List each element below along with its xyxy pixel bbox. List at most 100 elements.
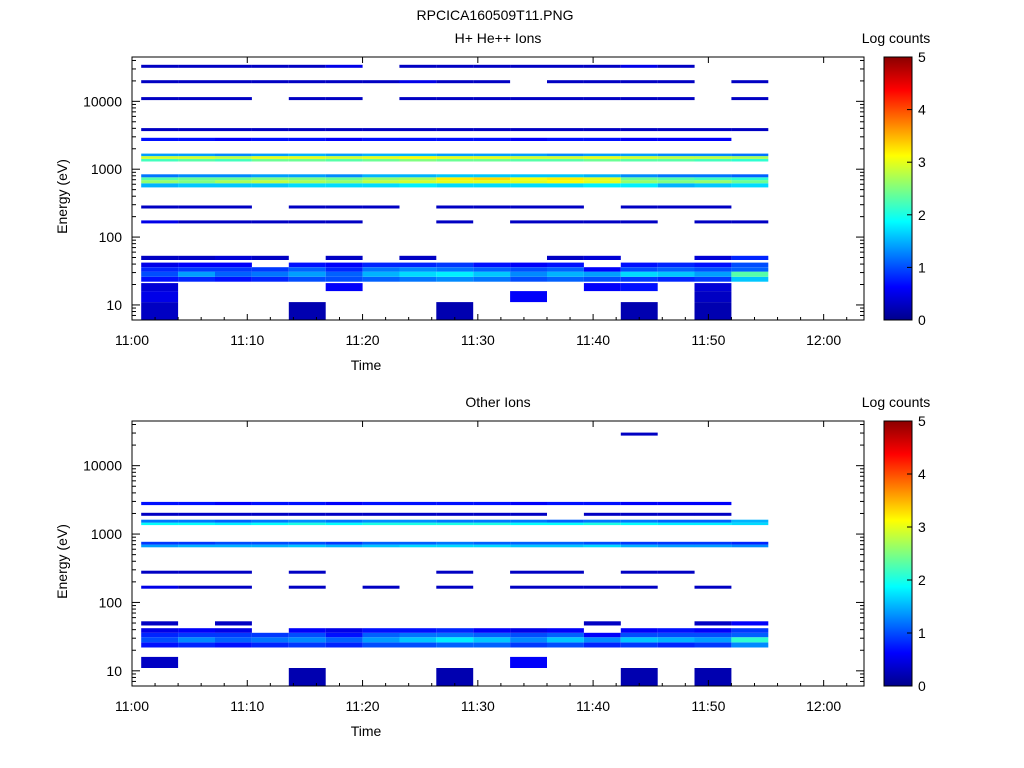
heatmap-cell xyxy=(436,97,474,101)
heatmap-cell xyxy=(215,628,252,633)
heatmap-cell xyxy=(583,283,621,292)
heatmap-cell xyxy=(547,501,584,506)
heatmap-cell xyxy=(620,153,658,157)
heatmap-cell xyxy=(251,267,289,272)
plot-frame xyxy=(131,56,865,321)
heatmap-cell xyxy=(178,183,215,188)
heatmap-cell xyxy=(620,501,658,506)
heatmap-cell xyxy=(547,519,584,523)
heatmap-cell xyxy=(436,642,474,648)
heatmap-cell xyxy=(731,628,769,633)
heatmap-cell xyxy=(399,262,437,268)
heatmap-cell xyxy=(141,183,179,188)
heatmap-cell xyxy=(657,501,695,506)
heatmap-cell xyxy=(141,271,179,277)
heatmap-cell xyxy=(399,64,437,68)
heatmap-cell xyxy=(510,501,547,506)
heatmap-cell xyxy=(141,642,179,648)
heatmap-cell xyxy=(657,205,695,209)
heatmap-cell xyxy=(215,570,252,574)
heatmap-cell xyxy=(473,276,511,282)
heatmap-cell xyxy=(178,637,215,643)
heatmap-cell xyxy=(473,637,511,643)
heatmap-cell xyxy=(251,271,289,277)
heatmap-cell xyxy=(547,153,584,157)
heatmap-cell xyxy=(620,585,658,589)
heatmap-cell xyxy=(620,262,658,268)
heatmap-cell xyxy=(362,276,400,282)
heatmap-cell xyxy=(178,158,215,162)
heatmap-cell xyxy=(288,541,326,545)
figure-title: RPCICA160509T11.PNG xyxy=(417,7,574,23)
heatmap-cell xyxy=(583,220,621,224)
heatmap-cell xyxy=(362,271,400,277)
heatmap-cell xyxy=(215,97,252,101)
heatmap-cell xyxy=(215,220,252,224)
heatmap-cell xyxy=(731,183,769,188)
heatmap-cell xyxy=(251,174,289,178)
heatmap-cell xyxy=(583,267,621,272)
heatmap-cell xyxy=(657,642,695,648)
heatmap-cell xyxy=(399,183,437,188)
heatmap-cell xyxy=(731,267,769,272)
y-axis-label: Energy (eV) xyxy=(54,159,70,234)
heatmap-cell xyxy=(510,267,547,272)
colorbar-label: Log counts xyxy=(862,30,931,46)
heatmap-cell xyxy=(694,544,732,548)
heatmap-cell xyxy=(510,158,547,162)
heatmap-cell xyxy=(399,128,437,132)
heatmap-cell xyxy=(141,585,179,589)
heatmap-cell xyxy=(141,220,179,224)
heatmap-cell xyxy=(694,621,732,626)
heatmap-cell xyxy=(362,632,400,638)
heatmap-cell xyxy=(620,180,658,184)
heatmap-cell xyxy=(436,64,474,68)
heatmap-cell xyxy=(288,137,326,141)
heatmap-cell xyxy=(547,262,584,268)
heatmap-cell xyxy=(620,283,658,292)
heatmap-cell xyxy=(510,544,547,548)
heatmap-cell xyxy=(547,174,584,178)
heatmap-cell xyxy=(547,128,584,132)
heatmap-cell xyxy=(141,255,179,260)
heatmap-cell xyxy=(583,522,621,526)
heatmap-cell xyxy=(473,628,511,633)
plot-frame xyxy=(131,420,865,687)
heatmap-cell xyxy=(583,255,621,260)
heatmap-cell xyxy=(141,97,179,101)
heatmap-cell xyxy=(399,501,437,506)
heatmap-cell xyxy=(436,544,474,548)
heatmap-cell xyxy=(215,137,252,141)
heatmap-cell xyxy=(583,276,621,282)
heatmap-cell xyxy=(399,519,437,523)
heatmap-cell xyxy=(362,512,400,516)
heatmap-cell xyxy=(251,220,289,224)
heatmap-cell xyxy=(251,153,289,157)
heatmap-cell xyxy=(288,97,326,101)
heatmap-cell xyxy=(362,501,400,506)
colorbar-gradient xyxy=(883,56,913,321)
heatmap-cell xyxy=(325,271,363,277)
y-tick-label: 100 xyxy=(99,594,123,610)
heatmap-cell xyxy=(362,180,400,184)
heatmap-cell xyxy=(620,544,658,548)
heatmap-cell xyxy=(510,632,547,638)
heatmap-cell xyxy=(325,97,363,101)
heatmap-cell xyxy=(620,519,658,523)
colorbar-tick-label: 5 xyxy=(918,413,926,429)
heatmap-cell xyxy=(251,255,289,260)
heatmap-cell xyxy=(288,205,326,209)
heatmap-cell xyxy=(620,174,658,178)
heatmap-cell xyxy=(657,183,695,188)
heatmap-cell xyxy=(288,262,326,268)
heatmap-cell xyxy=(288,174,326,178)
heatmap-cell xyxy=(583,128,621,132)
heatmap-cell xyxy=(436,276,474,282)
heatmap-cell xyxy=(215,276,252,282)
heatmap-cell xyxy=(325,267,363,272)
heatmap-cell xyxy=(288,628,326,633)
heatmap-cell xyxy=(251,180,289,184)
x-tick-label: 11:10 xyxy=(230,698,264,714)
heatmap-cell xyxy=(325,177,363,181)
heatmap-cell xyxy=(325,220,363,224)
